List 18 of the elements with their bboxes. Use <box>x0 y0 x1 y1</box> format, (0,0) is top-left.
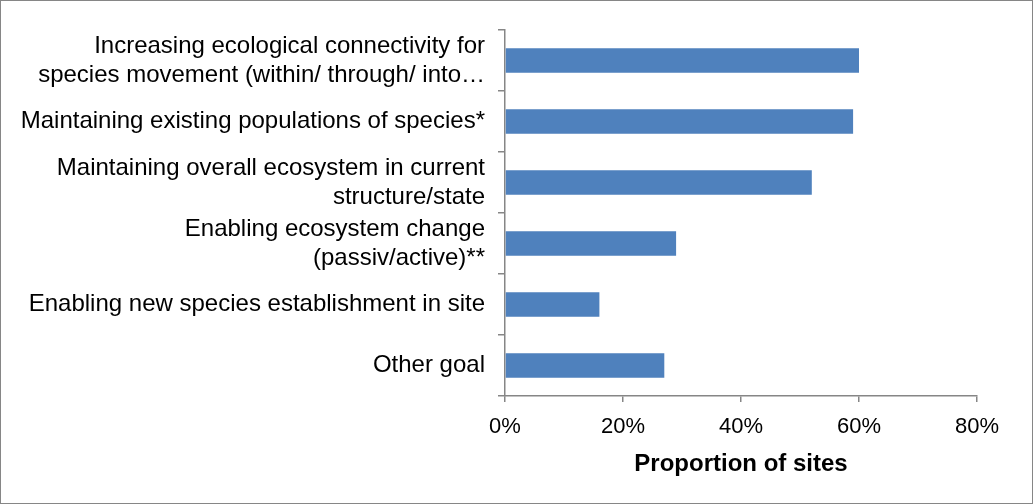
x-tick-label: 80% <box>954 413 1000 439</box>
x-tick-label: 20% <box>600 413 646 439</box>
y-tick-label: Maintaining existing populations of species* <box>20 106 485 134</box>
x-tick-label: 40% <box>718 413 764 439</box>
x-axis-title: Proportion of sites <box>634 449 848 477</box>
y-tick-label: Other goal <box>372 350 485 378</box>
y-tick-label: Enabling new species establishment in site <box>28 289 485 317</box>
bar <box>505 48 859 73</box>
bar <box>505 353 665 378</box>
bar <box>505 109 854 134</box>
x-tick-label: 0% <box>489 413 521 439</box>
bar <box>505 231 677 256</box>
y-tick-label: Enabling ecosystem change (passiv/active)** <box>184 213 485 270</box>
x-tick-label: 60% <box>836 413 882 439</box>
y-tick-label: Maintaining overall ecosystem in current structure/state <box>56 152 486 209</box>
bar <box>505 170 812 195</box>
bar <box>505 292 600 317</box>
y-tick-label: Increasing ecological connectivity for species movement (within/ through/ into… <box>38 30 485 87</box>
